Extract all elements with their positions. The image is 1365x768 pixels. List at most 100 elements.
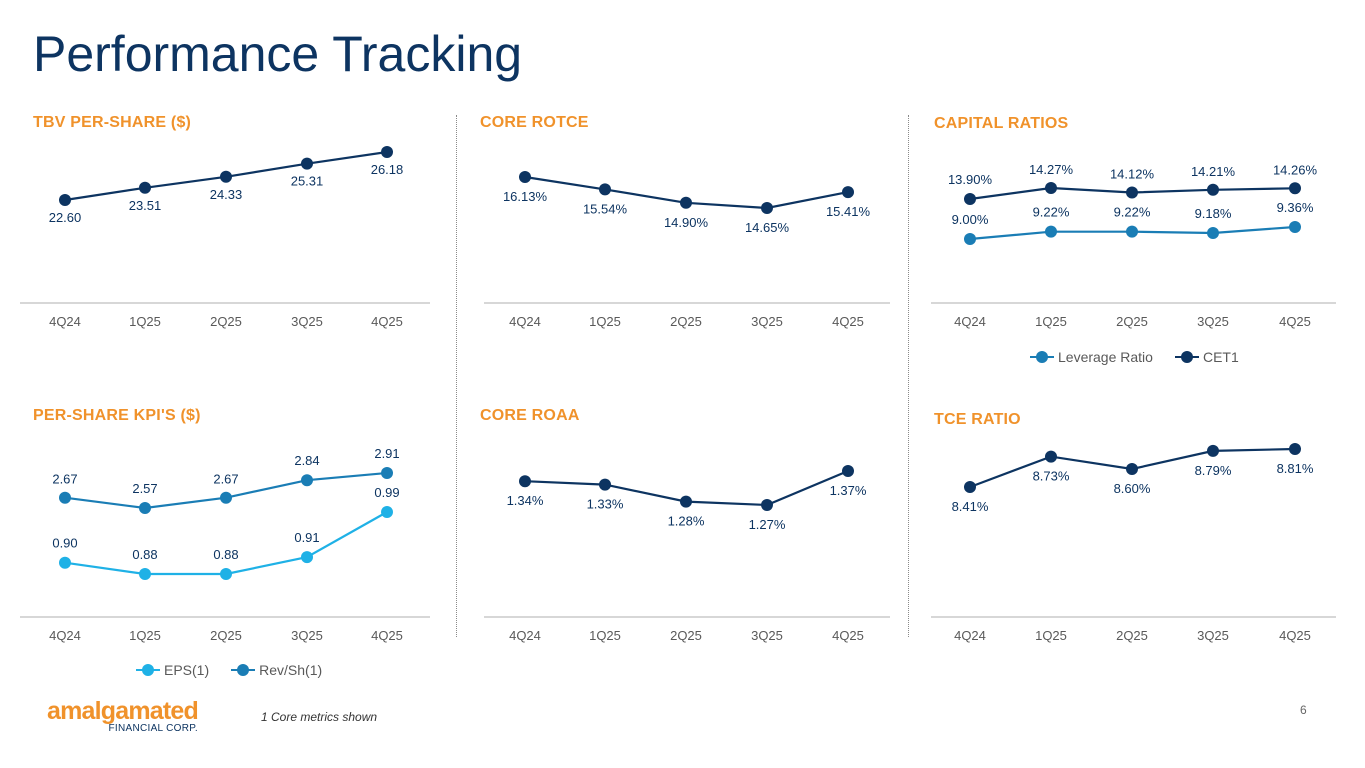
rotce-tick-label: 4Q24 xyxy=(509,314,541,329)
rotce-data-point xyxy=(599,183,611,196)
column-divider-right xyxy=(908,115,909,637)
capital-data-label: 9.18% xyxy=(1195,206,1232,221)
capital-data-point xyxy=(1126,186,1138,199)
tce-tick-label: 1Q25 xyxy=(1035,628,1067,643)
tce-data-point xyxy=(1045,450,1057,463)
roaa-tick-label: 4Q24 xyxy=(509,628,541,643)
kpi-data-label: 2.67 xyxy=(52,472,77,487)
rotce-data-label: 15.41% xyxy=(826,204,871,219)
capital-data-point xyxy=(1126,225,1138,238)
rotce-data-point xyxy=(842,186,854,199)
capital-data-point xyxy=(964,193,976,205)
tce-data-label: 8.81% xyxy=(1277,461,1314,476)
roaa-data-point xyxy=(680,495,692,508)
tbv-data-point xyxy=(220,170,232,183)
capital-tick-label: 3Q25 xyxy=(1197,314,1229,329)
capital-tick-label: 4Q25 xyxy=(1279,314,1311,329)
kpi-data-label: 2.84 xyxy=(294,453,319,468)
rotce-data-point xyxy=(680,196,692,209)
kpi-data-point xyxy=(59,556,71,569)
kpi-data-point xyxy=(139,502,151,514)
roaa-chart-title: CORE ROAA xyxy=(480,407,580,424)
tce-data-point xyxy=(964,481,976,493)
legend-eps-label: EPS(1) xyxy=(164,662,210,678)
capital-data-label: 9.36% xyxy=(1277,200,1314,215)
capital-chart-title: CAPITAL RATIOS xyxy=(934,115,1069,132)
kpi-tick-label: 2Q25 xyxy=(210,628,242,643)
tce-tick-label: 4Q25 xyxy=(1279,628,1311,643)
kpi-tick-label: 3Q25 xyxy=(291,628,323,643)
capital-data-point xyxy=(1289,182,1301,195)
kpi-data-label: 2.91 xyxy=(374,446,399,461)
rotce-chart-title: CORE ROTCE xyxy=(480,114,589,131)
capital-data-label: 14.26% xyxy=(1273,162,1318,177)
tce-tick-label: 4Q24 xyxy=(954,628,986,643)
tbv-data-label: 26.18 xyxy=(371,162,404,177)
kpi-data-point xyxy=(301,551,313,564)
rotce-data-label: 16.13% xyxy=(503,189,548,204)
rotce-tick-label: 1Q25 xyxy=(589,314,621,329)
rotce-tick-label: 4Q25 xyxy=(832,314,864,329)
rev-sh-swatch-icon xyxy=(231,664,256,676)
leverage-ratio-swatch-icon xyxy=(1030,351,1054,363)
kpi-data-label: 0.90 xyxy=(52,536,77,551)
rotce-chart: 4Q24 1Q25 2Q25 3Q25 4Q25 16.13% 15.54% 14.90% 14… xyxy=(484,171,890,329)
roaa-tick-label: 3Q25 xyxy=(751,628,783,643)
legend-cet1-label: CET1 xyxy=(1202,349,1239,365)
tbv-tick-label: 4Q25 xyxy=(371,314,403,329)
roaa-data-point xyxy=(761,499,773,511)
legend-rev-sh-label: Rev/Sh(1) xyxy=(259,662,323,678)
capital-data-label: 13.90% xyxy=(948,172,993,187)
tbv-data-point xyxy=(59,194,71,206)
capital-legend: Leverage Ratio CET1 xyxy=(1030,349,1239,365)
tce-data-label: 8.79% xyxy=(1195,463,1232,478)
kpi-data-point xyxy=(220,491,232,504)
tce-chart-title: TCE RATIO xyxy=(934,411,1021,428)
kpi-data-label: 0.99 xyxy=(374,485,399,500)
capital-data-label: 14.12% xyxy=(1110,167,1155,182)
tce-tick-label: 3Q25 xyxy=(1197,628,1229,643)
roaa-data-label: 1.33% xyxy=(587,497,624,512)
kpi-data-label: 0.88 xyxy=(132,547,157,562)
rotce-data-label: 15.54% xyxy=(583,201,628,216)
capital-data-label: 9.22% xyxy=(1114,205,1151,220)
roaa-data-label: 1.34% xyxy=(507,493,544,508)
capital-chart: 4Q24 1Q25 2Q25 3Q25 4Q25 13.90% 14.27% 14.12% 14… xyxy=(931,162,1336,329)
capital-data-label: 9.00% xyxy=(952,212,989,227)
kpi-chart-title: PER-SHARE KPI'S ($) xyxy=(33,407,201,424)
legend-cet1: CET1 xyxy=(1174,349,1239,365)
kpi-data-point xyxy=(301,474,313,487)
rotce-data-label: 14.65% xyxy=(745,220,790,235)
tce-chart: 4Q24 1Q25 2Q25 3Q25 4Q25 8.41% 8.73% 8.60% 8.79%… xyxy=(931,443,1336,643)
legend-leverage-ratio: Leverage Ratio xyxy=(1030,349,1153,365)
tce-data-point xyxy=(1289,443,1301,455)
tbv-data-point xyxy=(301,157,313,170)
footnote: 1 Core metrics shown xyxy=(261,710,378,724)
legend-rev-sh: Rev/Sh(1) xyxy=(231,662,322,678)
logo-subtitle: FINANCIAL CORP. xyxy=(108,723,198,734)
tbv-chart-title: TBV PER-SHARE ($) xyxy=(33,114,192,131)
roaa-data-point xyxy=(599,478,611,491)
roaa-tick-label: 1Q25 xyxy=(589,628,621,643)
roaa-chart: 4Q24 1Q25 2Q25 3Q25 4Q25 1.34% 1.33% 1.28% 1.27%… xyxy=(484,465,890,643)
rotce-data-point xyxy=(519,171,531,183)
rotce-data-point xyxy=(761,202,773,214)
kpi-data-point xyxy=(59,491,71,504)
capital-data-point xyxy=(1289,221,1301,233)
tbv-data-label: 25.31 xyxy=(291,174,324,189)
tbv-tick-label: 2Q25 xyxy=(210,314,242,329)
capital-data-label: 14.21% xyxy=(1191,164,1236,179)
tbv-data-label: 24.33 xyxy=(210,187,243,202)
capital-tick-label: 2Q25 xyxy=(1116,314,1148,329)
cet1-swatch-icon xyxy=(1174,351,1199,363)
roaa-data-point xyxy=(842,465,854,477)
rotce-tick-label: 3Q25 xyxy=(751,314,783,329)
kpi-data-point xyxy=(381,467,393,479)
legend-eps: EPS(1) xyxy=(136,662,209,678)
tbv-chart: 4Q24 1Q25 2Q25 3Q25 4Q25 22.60 23.51 24.33 25.31… xyxy=(20,146,430,329)
kpi-data-label: 0.88 xyxy=(213,547,238,562)
page-number: 6 xyxy=(1300,703,1307,717)
tce-data-point xyxy=(1126,462,1138,475)
tbv-data-point xyxy=(381,146,393,158)
tce-tick-label: 2Q25 xyxy=(1116,628,1148,643)
